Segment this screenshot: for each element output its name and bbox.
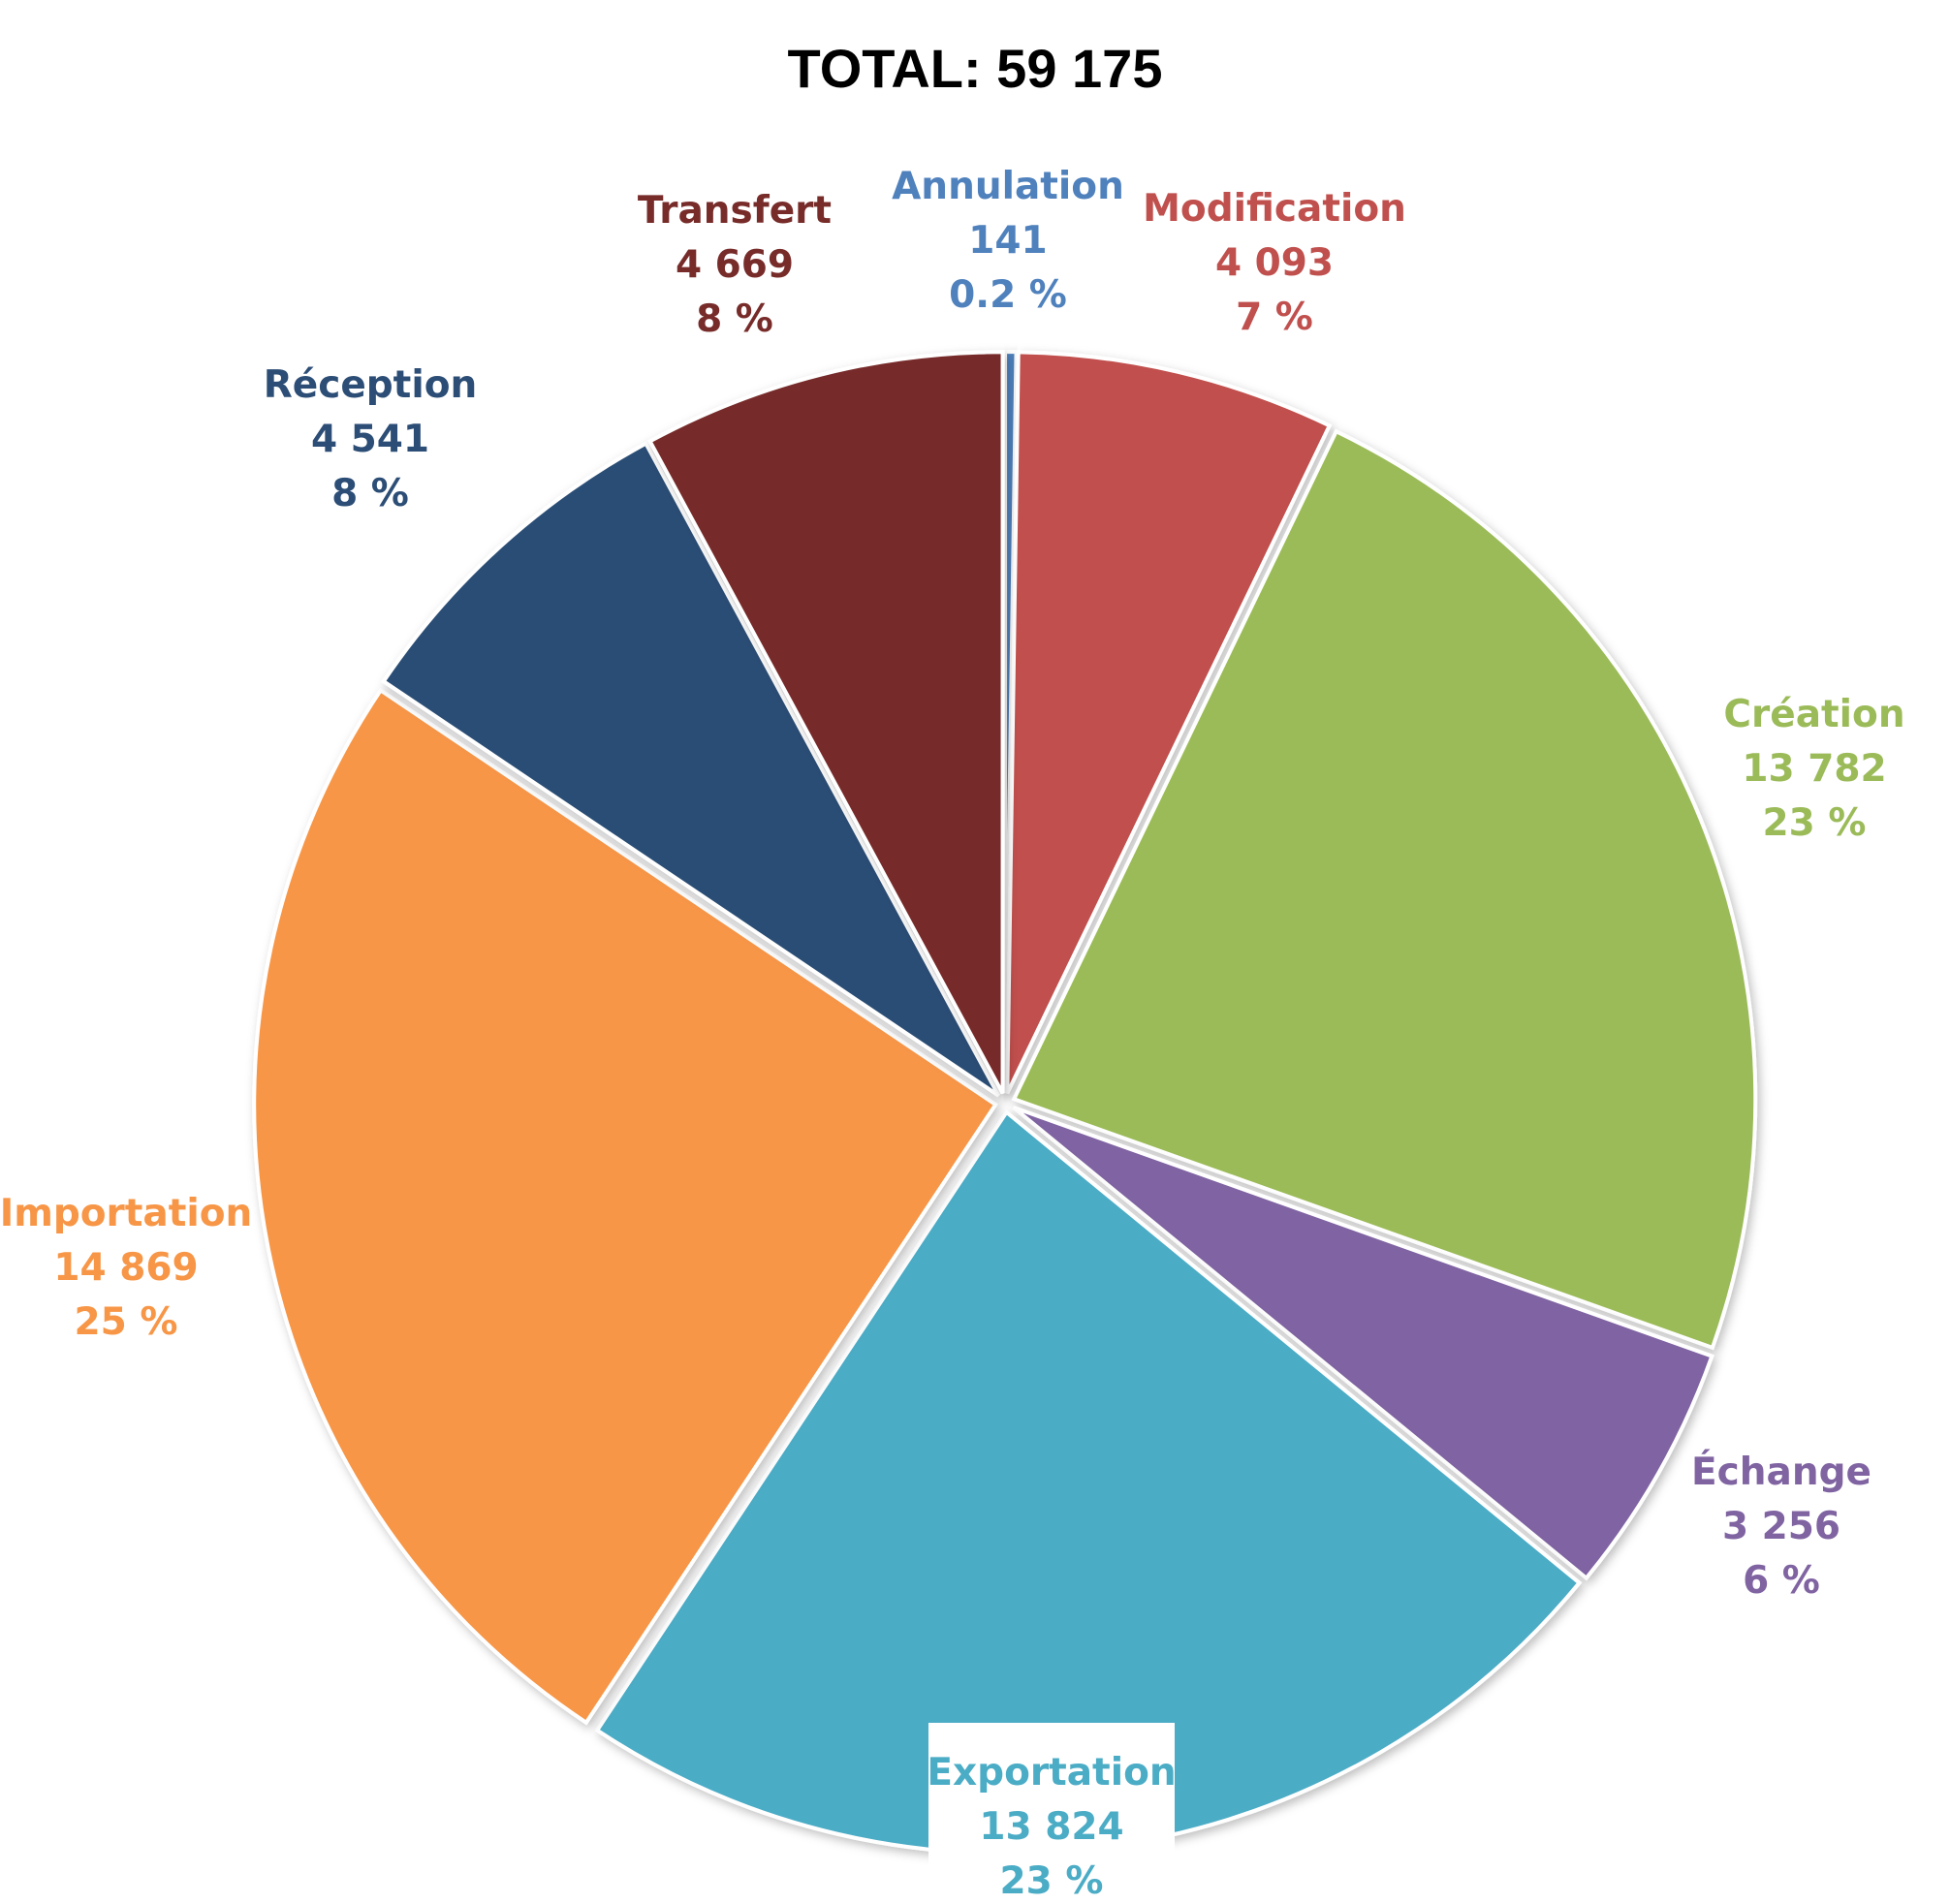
label-category: Échange — [1691, 1449, 1871, 1494]
data-label-création: Création 13 782 23 % — [1723, 693, 1904, 845]
chart-title: TOTAL: 59 175 — [787, 38, 1163, 99]
pie-slice-échange — [1012, 1106, 1714, 1581]
label-value: 4 541 — [311, 418, 429, 461]
label-category: Réception — [264, 363, 478, 407]
label-percent: 8 % — [696, 297, 773, 341]
label-percent: 8 % — [331, 472, 409, 515]
label-percent: 7 % — [1236, 296, 1313, 339]
pie-slice-réception — [381, 440, 1001, 1098]
label-category: Importation — [0, 1192, 252, 1235]
data-label-annulation: Annulation 141 0.2 % — [892, 165, 1124, 317]
label-percent: 25 % — [75, 1300, 178, 1344]
data-label-importation: Importation 14 869 25 % — [0, 1192, 252, 1344]
pie-slice-modification — [1005, 350, 1333, 1095]
data-label-exportation: Exportation 13 824 23 % — [927, 1723, 1177, 1904]
label-category: Transfert — [638, 189, 832, 233]
label-category: Annulation — [892, 165, 1124, 208]
label-category: Création — [1723, 693, 1904, 736]
label-percent: 0.2 % — [949, 273, 1067, 317]
label-percent: 23 % — [1763, 801, 1867, 845]
label-background — [928, 1723, 1175, 1904]
pie-slice-création — [1011, 428, 1758, 1351]
label-value: 13 782 — [1742, 747, 1886, 791]
data-label-échange: Échange 3 256 6 % — [1691, 1449, 1871, 1603]
label-value: 4 093 — [1215, 241, 1334, 285]
label-category: Modification — [1143, 187, 1406, 231]
data-label-transfert: Transfert 4 669 8 % — [638, 189, 832, 341]
label-value: 141 — [968, 219, 1047, 263]
data-label-réception: Réception 4 541 8 % — [264, 363, 478, 515]
label-value: 4 669 — [676, 243, 794, 287]
data-label-modification: Modification 4 093 7 % — [1143, 187, 1406, 339]
label-percent: 6 % — [1743, 1559, 1820, 1603]
pie-slice-transfert — [646, 350, 1005, 1095]
label-percent: 23 % — [1000, 1859, 1104, 1903]
label-category: Exportation — [927, 1751, 1176, 1795]
pie-slice-importation — [252, 687, 998, 1726]
label-value: 3 256 — [1722, 1505, 1840, 1548]
label-value: 14 869 — [53, 1246, 198, 1290]
label-value: 13 824 — [979, 1805, 1123, 1849]
labels-layer: Annulation 141 0.2 % Modification 4 093 7 % Cr… — [0, 165, 1905, 1904]
slices-layer — [252, 349, 1758, 1856]
pie-slice-annulation — [1003, 349, 1019, 1094]
